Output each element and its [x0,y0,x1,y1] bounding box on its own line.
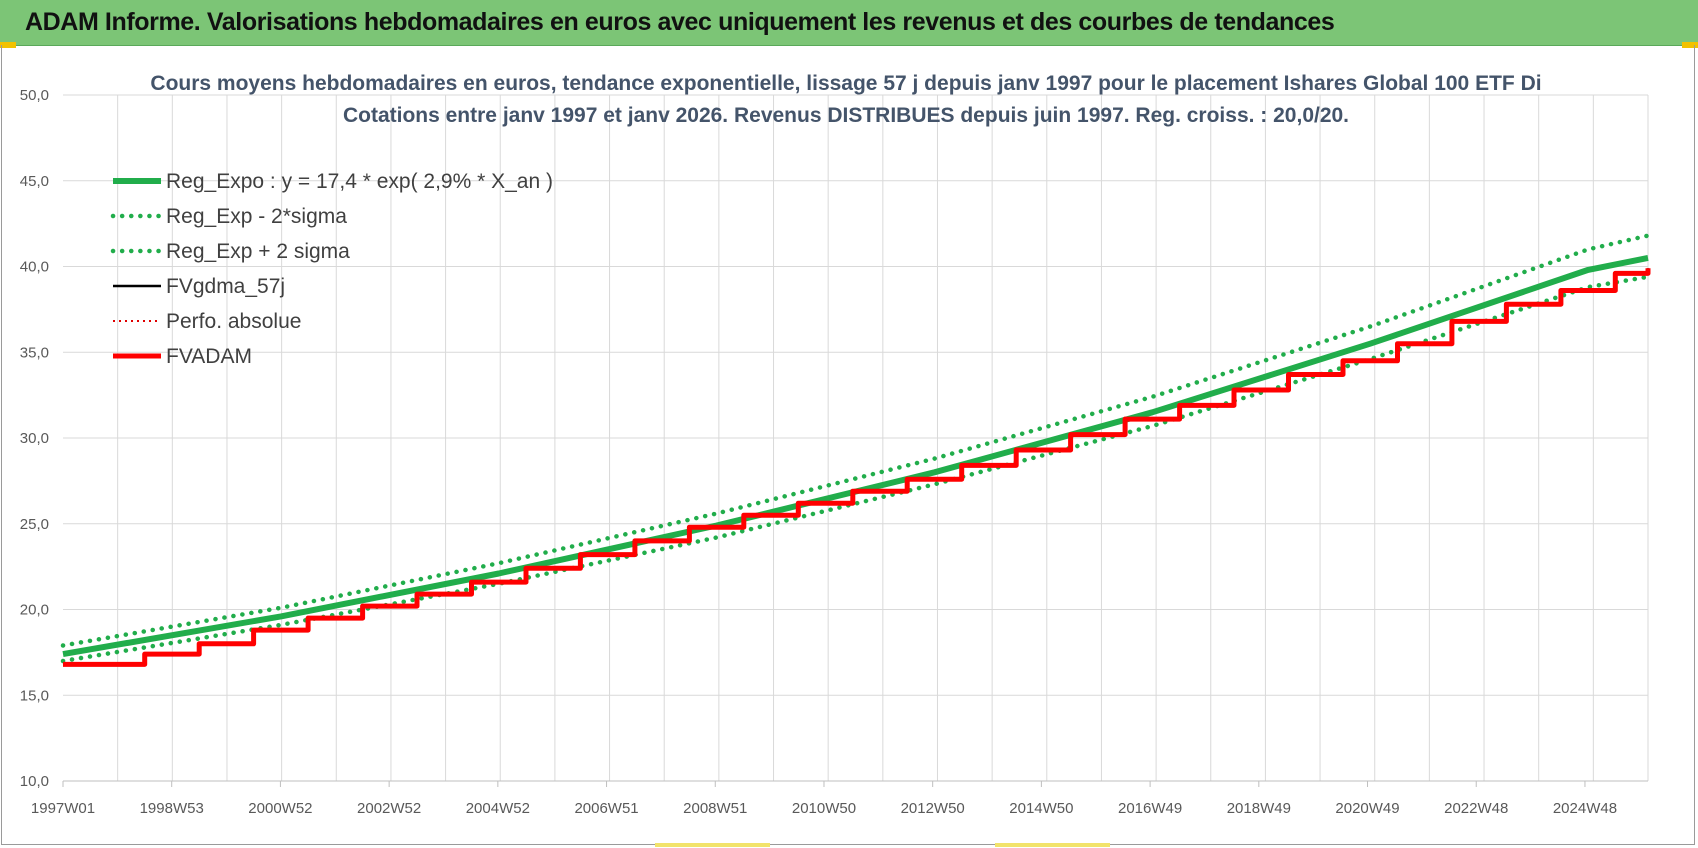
legend-label-2: Reg_Exp - 2*sigma [166,205,347,228]
legend-label-4: FVgdma_57j [166,275,285,298]
series-layer [60,233,1651,667]
x-tick-label: 2000W52 [248,800,312,817]
tab-stub-right [995,843,1110,847]
tab-stub-left [655,843,770,847]
x-tick-label: 2008W51 [683,800,747,817]
y-tick-label: 30,0 [20,430,49,447]
x-axis-ticks: 1997W01 1998W53 2000W52 2002W52 2004W52 2006W… [31,781,1617,817]
y-tick-label: 15,0 [20,687,49,704]
legend-label-1: Reg_Expo : y = 17,4 * exp( 2,9% * X_an ) [166,170,553,193]
series-line-2 [60,274,1651,664]
y-tick-label: 25,0 [20,516,49,533]
y-tick-label: 20,0 [20,602,49,619]
corner-marker-left [0,42,16,48]
x-tick-label: 2016W49 [1118,800,1182,817]
y-axis-ticks: 10,0 15,0 20,0 25,0 30,0 35,0 40,0 45,0 50,0 [20,87,49,790]
series-line-1 [62,254,1649,658]
x-tick-label: 2020W49 [1335,800,1399,817]
series-line-6 [63,268,1651,667]
x-tick-label: 2010W50 [792,800,856,817]
y-tick-label: 40,0 [20,259,49,276]
chart-frame [1,45,1695,845]
series-line-3 [60,233,1651,648]
corner-marker-right [1682,42,1698,48]
legend-label-5: Perfo. absolue [166,310,301,333]
y-tick-label: 50,0 [20,87,49,104]
x-tick-label: 1997W01 [31,800,95,817]
y-tick-label: 10,0 [20,773,49,790]
legend-label-3: Reg_Exp + 2 sigma [166,240,350,263]
y-tick-label: 35,0 [20,344,49,361]
chart-title-line2: Cotations entre janv 1997 et janv 2026. … [343,104,1349,127]
legend-label-6: FVADAM [166,345,252,368]
chart-title: Cours moyens hebdomadaires en euros, ten… [150,72,1541,127]
x-tick-label: 2006W51 [574,800,638,817]
x-tick-label: 2018W49 [1227,800,1291,817]
chart-legend: Reg_Expo : y = 17,4 * exp( 2,9% * X_an )… [110,170,553,368]
x-tick-label: 2002W52 [357,800,421,817]
x-tick-label: 1998W53 [140,800,204,817]
x-tick-label: 2014W50 [1009,800,1073,817]
x-tick-label: 2024W48 [1553,800,1617,817]
report-banner: ADAM Informe. Valorisations hebdomadaire… [0,0,1698,46]
chart-title-line1: Cours moyens hebdomadaires en euros, ten… [150,72,1541,95]
y-tick-label: 45,0 [20,173,49,190]
x-tick-label: 2004W52 [466,800,530,817]
report-title: ADAM Informe. Valorisations hebdomadaire… [25,8,1335,36]
x-tick-label: 2022W48 [1444,800,1508,817]
x-tick-label: 2012W50 [901,800,965,817]
